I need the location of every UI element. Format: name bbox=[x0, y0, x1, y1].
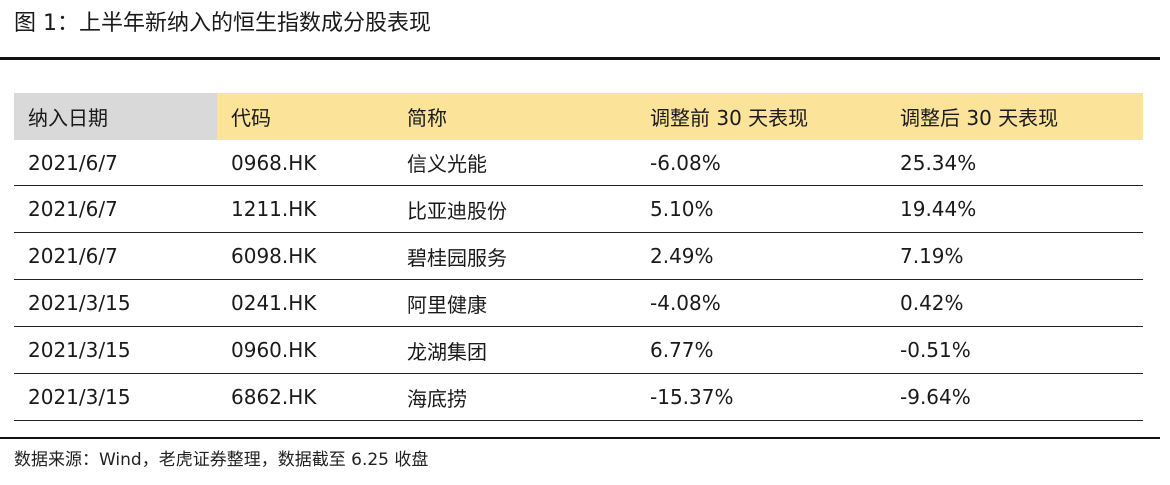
figure-title: 图 1：上半年新纳入的恒生指数成分股表现 bbox=[14, 11, 431, 36]
cell-pre-adjust-30d: -15.37% bbox=[636, 373, 886, 421]
cell-short-name: 碧桂园服务 bbox=[393, 232, 636, 280]
data-source-note: 数据来源：Wind，老虎证券整理，数据截至 6.25 收盘 bbox=[14, 450, 429, 470]
header-post-adjust-30d: 调整后 30 天表现 bbox=[886, 93, 1143, 140]
cell-code: 6098.HK bbox=[217, 232, 393, 280]
cell-inclusion-date: 2021/3/15 bbox=[14, 279, 217, 327]
cell-pre-adjust-30d: 2.49% bbox=[636, 232, 886, 280]
cell-short-name: 比亚迪股份 bbox=[393, 185, 636, 233]
cell-inclusion-date: 2021/6/7 bbox=[14, 185, 217, 233]
table-row: 2021/6/7 1211.HK 比亚迪股份 5.10% 19.44% bbox=[14, 185, 1143, 233]
cell-code: 0968.HK bbox=[217, 140, 393, 186]
header-code: 代码 bbox=[217, 93, 393, 140]
cell-post-adjust-30d: 19.44% bbox=[886, 185, 1143, 233]
table-row: 2021/3/15 6862.HK 海底捞 -15.37% -9.64% bbox=[14, 373, 1143, 421]
top-rule bbox=[0, 57, 1160, 60]
cell-inclusion-date: 2021/3/15 bbox=[14, 373, 217, 421]
header-pre-adjust-30d: 调整前 30 天表现 bbox=[636, 93, 886, 140]
table-row: 2021/6/7 6098.HK 碧桂园服务 2.49% 7.19% bbox=[14, 232, 1143, 280]
cell-pre-adjust-30d: 5.10% bbox=[636, 185, 886, 233]
cell-post-adjust-30d: 0.42% bbox=[886, 279, 1143, 327]
cell-code: 1211.HK bbox=[217, 185, 393, 233]
cell-post-adjust-30d: -0.51% bbox=[886, 326, 1143, 374]
header-short-name: 简称 bbox=[393, 93, 636, 140]
cell-pre-adjust-30d: -4.08% bbox=[636, 279, 886, 327]
header-inclusion-date: 纳入日期 bbox=[14, 93, 217, 140]
table-row: 2021/3/15 0241.HK 阿里健康 -4.08% 0.42% bbox=[14, 279, 1143, 327]
cell-inclusion-date: 2021/6/7 bbox=[14, 232, 217, 280]
cell-code: 0241.HK bbox=[217, 279, 393, 327]
cell-short-name: 海底捞 bbox=[393, 373, 636, 421]
cell-post-adjust-30d: -9.64% bbox=[886, 373, 1143, 421]
table-row: 2021/6/7 0968.HK 信义光能 -6.08% 25.34% bbox=[14, 140, 1143, 186]
cell-code: 6862.HK bbox=[217, 373, 393, 421]
cell-short-name: 信义光能 bbox=[393, 140, 636, 186]
cell-code: 0960.HK bbox=[217, 326, 393, 374]
cell-post-adjust-30d: 25.34% bbox=[886, 140, 1143, 186]
table-row: 2021/3/15 0960.HK 龙湖集团 6.77% -0.51% bbox=[14, 326, 1143, 374]
cell-short-name: 阿里健康 bbox=[393, 279, 636, 327]
cell-inclusion-date: 2021/3/15 bbox=[14, 326, 217, 374]
cell-pre-adjust-30d: 6.77% bbox=[636, 326, 886, 374]
cell-short-name: 龙湖集团 bbox=[393, 326, 636, 374]
cell-pre-adjust-30d: -6.08% bbox=[636, 140, 886, 186]
bottom-rule bbox=[0, 437, 1160, 439]
constituents-table: 纳入日期 代码 简称 调整前 30 天表现 调整后 30 天表现 2021/6/… bbox=[14, 93, 1143, 421]
cell-inclusion-date: 2021/6/7 bbox=[14, 140, 217, 186]
cell-post-adjust-30d: 7.19% bbox=[886, 232, 1143, 280]
table-header-row: 纳入日期 代码 简称 调整前 30 天表现 调整后 30 天表现 bbox=[14, 93, 1143, 140]
